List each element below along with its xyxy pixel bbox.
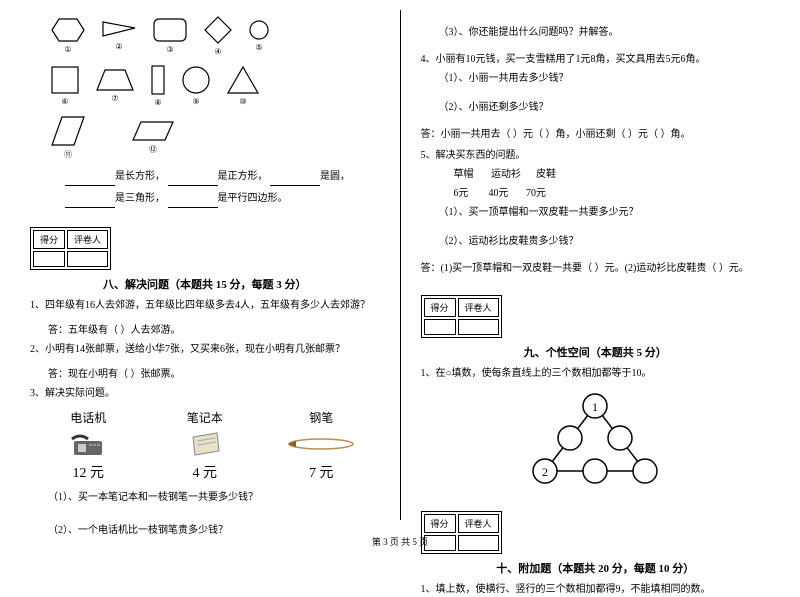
shape-label: ③ [166,45,173,54]
shape-circle-small: ⑤ [248,19,270,52]
shape-rounded-rect: ③ [152,17,188,54]
shape-label: ⑨ [192,97,199,106]
section-10-title: 十、附加题（本题共 20 分，每题 10 分） [421,560,771,576]
shape-label: ⑩ [239,97,246,106]
item-name: 钢笔 [263,409,380,426]
item-notebook: 笔记本 4 元 [147,409,264,482]
answer-4: 答：小丽一共用去（ ）元（ ）角，小丽还剩（ ）元（ ）角。 [421,127,771,142]
shape-row-1: ① ② ③ ④ ⑤ [30,15,380,56]
grader-header: 评卷人 [458,514,499,533]
text: 是正方形， [218,171,268,182]
question-4-2: （2）、小丽还剩多少钱？ [439,100,771,115]
q5-prices: 6元 40元 70元 [439,186,771,201]
shape-triangle-flag: ② [101,20,137,51]
item-phone: 电话机 12 元 [30,409,147,482]
score-header: 得分 [424,298,456,317]
grader-header: 评卷人 [67,230,108,249]
question-3-3: （3）、你还能提出什么问题吗？并解答。 [439,25,771,40]
question-5-1: （1）、买一顶草帽和一双皮鞋一共要多少元？ [439,205,771,220]
score-box-9: 得分评卷人 [421,295,502,338]
item-name: 电话机 [30,409,147,426]
text: 是平行四边形。 [218,193,288,204]
question-10-1: 1、填上数，使横行、竖行的三个数相加都得9，不能填相同的数。 [421,582,771,597]
score-header: 得分 [33,230,65,249]
q5-items: 草帽 运动衫 皮鞋 [439,167,771,182]
shape-triangle: ⑩ [226,65,260,106]
column-divider [400,10,401,520]
right-column: （3）、你还能提出什么问题吗？并解答。 4、小丽有10元钱，买一支雪糕用了1元8… [421,10,771,530]
shape-tall-rect: ⑧ [150,64,166,107]
pen-icon [263,430,380,458]
shape-parallelogram: ⑪ [50,115,86,160]
item-pen: 钢笔 7 元 [263,409,380,482]
shape-square: ⑥ [50,65,80,106]
item-price: 12 元 [30,462,147,482]
page-container: ① ② ③ ④ ⑤ [30,10,770,530]
shape-label: ⑦ [111,94,118,103]
shape-label: ⑤ [255,43,262,52]
triangle-top-value: 1 [592,400,598,414]
question-4-1: （1）、小丽一共用去多少钱？ [439,71,771,86]
question-3-1: （1）、买一本笔记本和一枝钢笔一共要多少钱？ [48,490,380,505]
section-8-title: 八、解决问题（本题共 15 分，每题 3 分） [30,276,380,292]
question-4: 4、小丽有10元钱，买一支雪糕用了1元8角，买文具用去5元6角。 [421,52,771,67]
shape-label: ② [115,42,122,51]
question-9-1: 1、在○填数，使每条直线上的三个数相加都等于10。 [421,366,771,381]
shapes-grid: ① ② ③ ④ ⑤ [30,15,380,160]
item-name: 笔记本 [147,409,264,426]
text: 是圆， [320,171,350,182]
shape-trapezoid: ⑦ [95,68,135,103]
answer-1: 答：五年级有（ ）人去郊游。 [48,321,380,336]
triangle-bl-value: 2 [542,465,548,479]
score-header: 得分 [424,514,456,533]
grader-header: 评卷人 [458,298,499,317]
question-5-2: （2）、运动衫比皮鞋贵多少钱？ [439,234,771,249]
shape-label: ⑥ [61,97,68,106]
shape-hexagon: ① [50,17,86,54]
section-9-title: 九、个性空间（本题共 5 分） [421,344,771,360]
answer-2: 答：现在小明有（ ）张邮票。 [48,365,380,380]
items-row: 电话机 12 元 笔记本 4 元 钢笔 7 元 [30,409,380,482]
score-box: 得分评卷人 [30,227,111,270]
item-price: 7 元 [263,462,380,482]
shape-label: ① [64,45,71,54]
fill-blanks-1: 是长方形， 是正方形， 是圆， [65,168,380,186]
answer-5: 答：(1)买一顶草帽和一双皮鞋一共要（ ）元。(2)运动衫比皮鞋贵（ ）元。 [421,261,771,276]
shape-label: ⑪ [64,149,72,160]
shape-diamond: ④ [203,15,233,56]
text: 是三角形， [115,193,165,204]
shape-label: ⑫ [149,144,157,155]
triangle-puzzle: 1 2 [525,391,665,486]
shape-label: ⑧ [154,98,161,107]
shape-row-2: ⑥ ⑦ ⑧ ⑨ ⑩ [30,64,380,107]
notebook-icon [147,430,264,458]
question-1: 1、四年级有16人去郊游，五年级比四年级多去4人，五年级有多少人去郊游？ [30,298,380,313]
item-price: 4 元 [147,462,264,482]
question-5: 5、解决买东西的问题。 [421,148,771,163]
shape-label: ④ [214,47,221,56]
shape-parallelogram-flat: ⑫ [131,120,175,155]
question-3-2: （2）、一个电话机比一枝钢笔贵多少钱？ [48,523,380,538]
phone-icon [30,430,147,458]
shape-circle: ⑨ [181,65,211,106]
question-2: 2、小明有14张邮票，送给小华7张，又买来6张，现在小明有几张邮票？ [30,342,380,357]
text: 是长方形， [115,171,165,182]
left-column: ① ② ③ ④ ⑤ [30,10,380,530]
fill-blanks-2: 是三角形， 是平行四边形。 [65,190,380,208]
question-3: 3、解决实际问题。 [30,386,380,401]
shape-row-3: ⑪ ⑫ [30,115,380,160]
score-box-10: 得分评卷人 [421,511,502,554]
